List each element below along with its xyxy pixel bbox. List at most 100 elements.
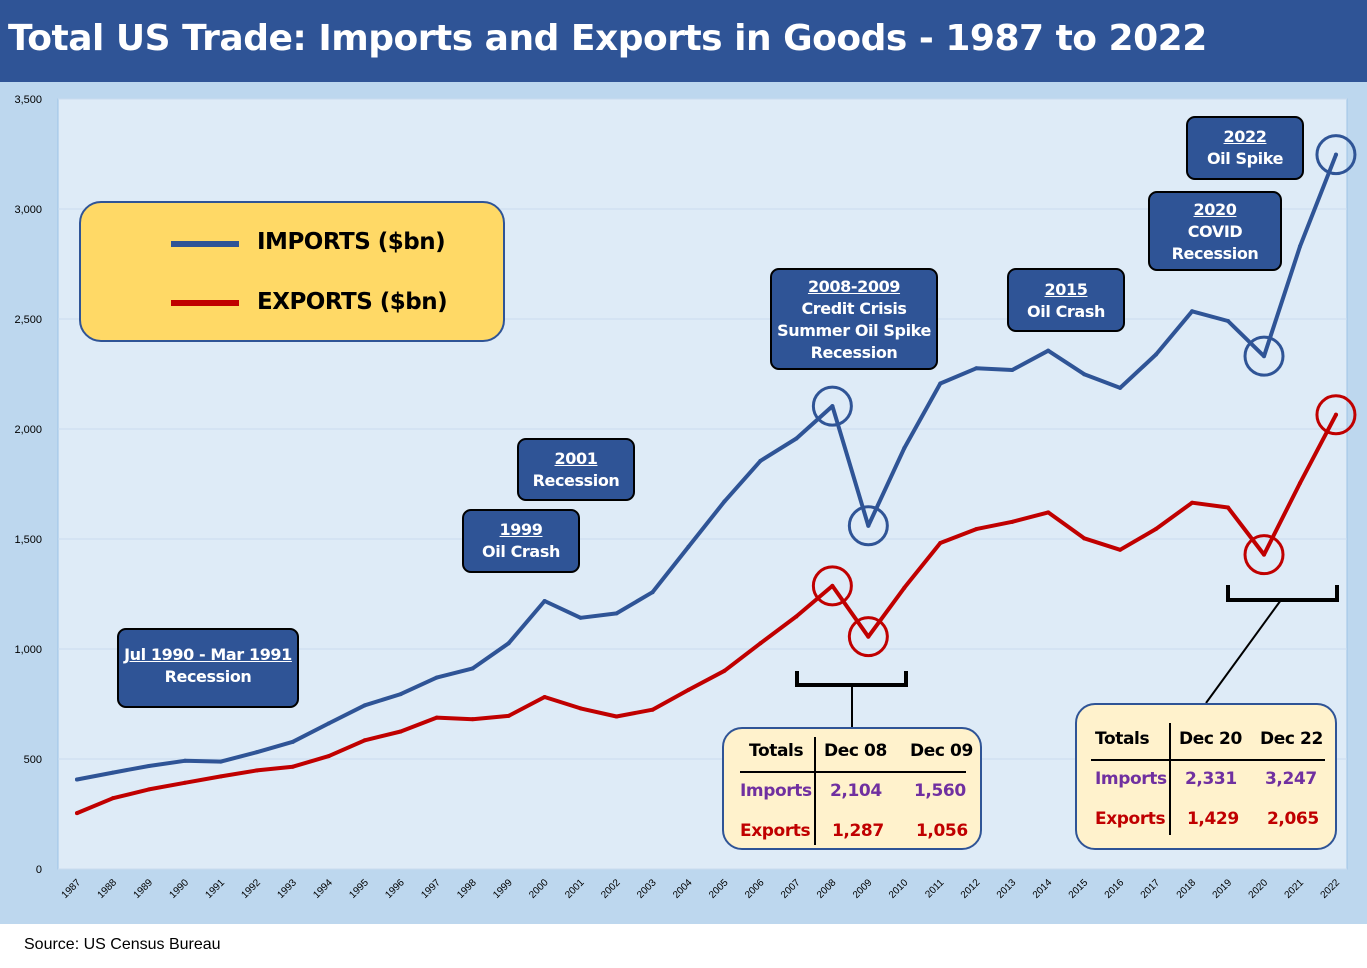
totals-table-2020-2022: Totals Dec 20 Dec 22 Imports 2,331 3,247… — [1075, 703, 1337, 850]
exports-line — [75, 412, 1338, 816]
y-tick-label: 2,000 — [14, 424, 42, 436]
annotation-title: 2008-2009 — [807, 277, 901, 296]
imports-point — [542, 599, 547, 604]
table-cell: 1,287 — [832, 821, 884, 841]
exports-point — [866, 634, 871, 639]
imports-point — [938, 381, 943, 386]
x-tick-label: 2015 — [1067, 877, 1091, 901]
y-tick-label: 1,500 — [14, 534, 42, 546]
table-row-label: Imports — [740, 781, 812, 801]
imports-point — [398, 692, 403, 697]
exports-point — [1010, 519, 1015, 524]
annotation-line: Summer Oil Spike — [777, 321, 931, 340]
imports-highlight-circle — [1315, 134, 1357, 176]
table-header-cell: Dec 09 — [910, 741, 973, 761]
table-header-cell: Dec 08 — [824, 741, 887, 761]
table-divider — [740, 771, 966, 773]
exports-point — [1190, 500, 1195, 505]
x-tick-label: 2011 — [923, 877, 946, 900]
x-tick-label: 1995 — [347, 877, 371, 901]
exports-point — [75, 811, 79, 816]
x-tick-label: 2021 — [1283, 877, 1307, 901]
exports-highlight-circle — [847, 616, 889, 658]
exports-point — [722, 668, 727, 673]
imports-point — [650, 590, 655, 595]
imports-point — [902, 446, 907, 451]
imports-point — [794, 436, 799, 441]
x-tick-label: 2002 — [599, 877, 623, 901]
exports-point — [614, 714, 619, 719]
exports-point — [758, 641, 763, 646]
exports-point — [398, 729, 403, 734]
annotation-title: Jul 1990 - Mar 1991 — [124, 645, 292, 664]
x-tick-label: 1987 — [60, 877, 84, 901]
exports-point — [974, 527, 979, 532]
table-header-cell: Totals — [749, 741, 804, 761]
imports-point — [614, 611, 619, 616]
table-cell: 2,065 — [1267, 809, 1319, 829]
exports-point — [650, 707, 655, 712]
exports-point — [1262, 552, 1267, 557]
imports-point — [1333, 152, 1338, 157]
imports-point — [830, 404, 835, 409]
exports-point — [326, 754, 331, 759]
exports-point — [1333, 412, 1338, 417]
table-header-cell: Totals — [1095, 729, 1150, 749]
table-row-label: Exports — [1095, 809, 1166, 829]
x-tick-label: 1996 — [383, 877, 407, 901]
imports-point — [686, 544, 691, 549]
x-tick-label: 2007 — [779, 877, 803, 901]
annotation-title: 2022 — [1223, 127, 1267, 146]
x-tick-label: 1988 — [96, 877, 120, 901]
imports-point — [758, 458, 763, 463]
exports-point — [794, 614, 799, 619]
exports-point — [290, 764, 295, 769]
imports-point — [506, 641, 511, 646]
exports-point — [1297, 481, 1302, 486]
table-divider — [814, 737, 816, 845]
imports-highlight-circle — [847, 505, 889, 547]
exports-highlight-circle — [1243, 534, 1285, 576]
x-tick-label: 1992 — [239, 877, 263, 901]
table-cell: 3,247 — [1265, 769, 1317, 789]
exports-point — [578, 706, 583, 711]
imports-point — [434, 675, 439, 680]
annotation-line: Oil Spike — [1206, 149, 1284, 168]
x-tick-label: 2019 — [1211, 877, 1235, 901]
source-note: Source: US Census Bureau — [24, 936, 221, 953]
imports-point — [1082, 372, 1087, 377]
bracket-2020-2022 — [1226, 585, 1339, 602]
y-tick-label: 2,500 — [14, 314, 42, 326]
x-tick-label: 2014 — [1031, 877, 1055, 901]
y-tick-label: 1,000 — [14, 644, 42, 656]
exports-point — [830, 583, 835, 588]
bracket-connector — [1205, 599, 1282, 704]
annotation-title: 2020 — [1193, 200, 1237, 219]
x-tick-label: 1997 — [419, 877, 443, 901]
x-tick-label: 1993 — [275, 877, 299, 901]
exports-point — [686, 687, 691, 692]
imports-point — [254, 750, 259, 755]
exports-point — [1226, 505, 1231, 510]
table-divider — [1169, 723, 1171, 835]
imports-point — [974, 366, 979, 371]
imports-point — [1118, 385, 1123, 390]
imports-point — [75, 777, 79, 782]
exports-point — [902, 585, 907, 590]
table-divider — [1091, 759, 1325, 761]
exports-legend-label: EXPORTS ($bn) — [257, 289, 448, 315]
exports-point — [542, 694, 547, 699]
imports-point — [146, 764, 151, 769]
annotation-2020-covid: 2020 COVID Recession — [1148, 191, 1282, 271]
x-tick-label: 2013 — [995, 877, 1019, 901]
exports-legend-swatch — [171, 300, 239, 306]
exports-point — [110, 796, 115, 801]
table-cell: 1,056 — [916, 821, 968, 841]
table-cell: 2,104 — [830, 781, 882, 801]
annotation-line: Oil Crash — [1027, 302, 1105, 321]
table-cell: 2,331 — [1185, 769, 1237, 789]
exports-point — [1154, 526, 1159, 531]
imports-point — [110, 770, 115, 775]
annotation-2008-credit-crisis: 2008-2009 Credit Crisis Summer Oil Spike… — [770, 268, 938, 370]
table-row-label: Imports — [1095, 769, 1167, 789]
